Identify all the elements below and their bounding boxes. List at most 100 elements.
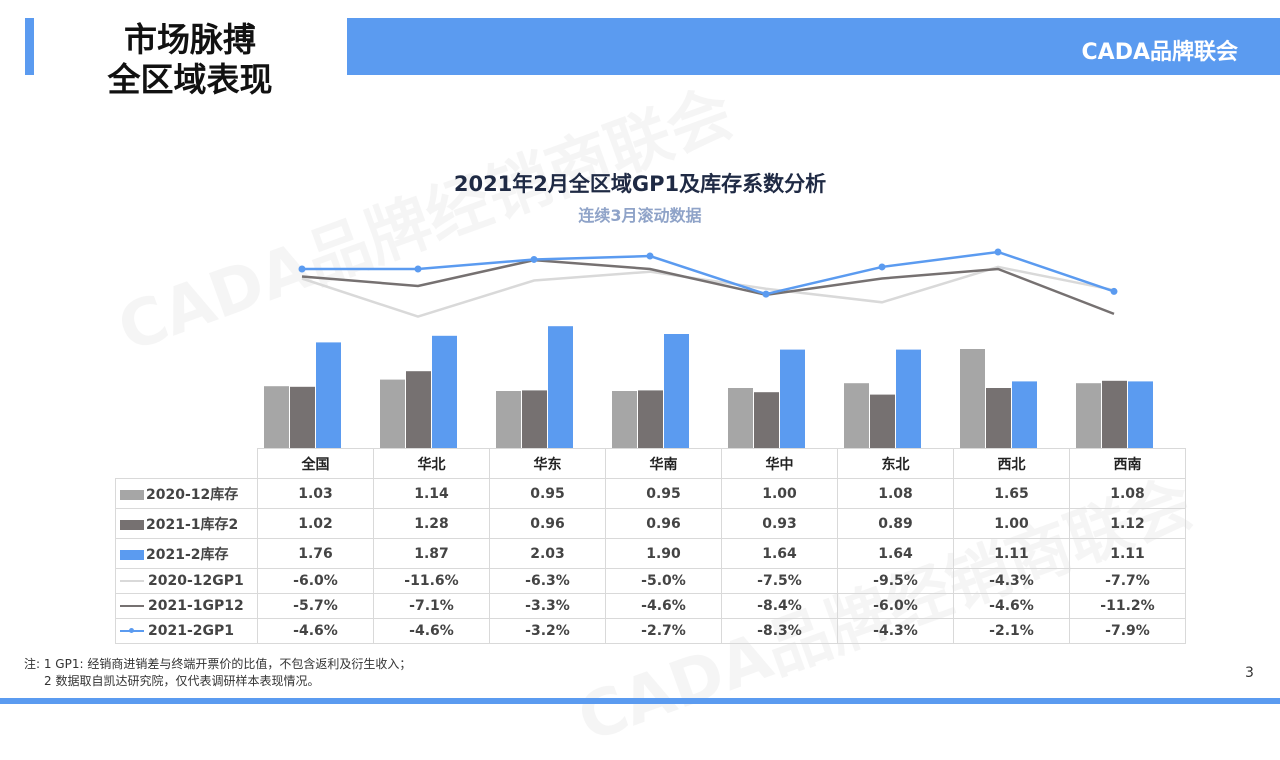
legend-swatch xyxy=(120,489,144,500)
table-row: 2021-1库存2 1.02 1.28 0.96 0.96 0.93 0.89 1.00 1.1… xyxy=(115,508,1186,539)
series-name: 2020-12GP1 xyxy=(148,573,244,589)
table-cell: 0.96 xyxy=(605,508,722,539)
table-cell: -5.0% xyxy=(605,568,722,594)
table-cell: 1.11 xyxy=(1069,538,1186,569)
table-cell: -3.3% xyxy=(489,593,606,619)
table-cell: -2.7% xyxy=(605,618,722,644)
bar-2021-2库存 xyxy=(548,326,573,448)
header-banner: CADA品牌联会 xyxy=(347,18,1280,75)
table-cell: -7.1% xyxy=(373,593,490,619)
bar-2021-1库存2 xyxy=(1102,380,1127,448)
series-label: 2020-12GP1 xyxy=(115,568,258,594)
table-cell: 1.08 xyxy=(1069,478,1186,509)
series-name: 2021-2GP1 xyxy=(148,623,235,639)
table-cell: 0.89 xyxy=(837,508,954,539)
bar-2020-12库存 xyxy=(960,349,985,448)
table-cell: 2.03 xyxy=(489,538,606,569)
bar-2021-2库存 xyxy=(1012,381,1037,448)
series-label: 2021-2GP1 xyxy=(115,618,258,644)
table-cell: -11.6% xyxy=(373,568,490,594)
table-cell: 1.12 xyxy=(1069,508,1186,539)
bar-2020-12库存 xyxy=(844,383,869,448)
line-point xyxy=(994,248,1002,256)
table-cell: -6.0% xyxy=(257,568,374,594)
legend-line xyxy=(120,580,144,582)
line-point xyxy=(646,252,654,260)
bar-2021-2库存 xyxy=(432,335,457,448)
table-cell: 0.95 xyxy=(605,478,722,509)
legend-line xyxy=(120,605,144,607)
bar-2021-2库存 xyxy=(316,342,341,448)
bottom-bar xyxy=(0,698,1280,704)
table-cell: 0.96 xyxy=(489,508,606,539)
series-label: 2021-2库存 xyxy=(115,538,258,569)
table-cell: -4.6% xyxy=(953,593,1070,619)
table-cell: -9.5% xyxy=(837,568,954,594)
bar-2020-12库存 xyxy=(496,391,521,448)
brand-label: CADA品牌联会 xyxy=(1081,40,1238,65)
table-cell: -7.5% xyxy=(721,568,838,594)
series-name: 2021-2库存 xyxy=(146,546,229,563)
bar-2020-12库存 xyxy=(612,391,637,448)
chart-title: 2021年2月全区域GP1及库存系数分析 xyxy=(453,172,827,196)
table-cell: 1.14 xyxy=(373,478,490,509)
series-label: 2020-12库存 xyxy=(115,478,258,509)
table-cell: 0.95 xyxy=(489,478,606,509)
footnote: 注: 1 GP1: 经销商进销差与终端开票价的比值，不包含返利及衍生收入； 2 … xyxy=(24,656,411,690)
series-label: 2021-1库存2 xyxy=(115,508,258,539)
table-cell: -8.3% xyxy=(721,618,838,644)
line-point xyxy=(878,263,886,271)
table-cell: -6.3% xyxy=(489,568,606,594)
table-row: 2021-2GP1 -4.6% -4.6% -3.2% -2.7% -8.3% -4.3% -… xyxy=(115,618,1186,644)
table-corner xyxy=(115,448,258,479)
series-name: 2020-12库存 xyxy=(146,486,239,503)
table-cell: 1.87 xyxy=(373,538,490,569)
title-line-1: 市场脉搏 xyxy=(124,20,256,59)
table-row: 2020-12GP1 -6.0% -11.6% -6.3% -5.0% -7.5% -9.5… xyxy=(115,568,1186,594)
column-header: 西北 xyxy=(953,448,1070,479)
bar-2020-12库存 xyxy=(264,386,289,448)
table-cell: -4.6% xyxy=(605,593,722,619)
bar-2021-1库存2 xyxy=(522,390,547,448)
line-point xyxy=(762,290,770,298)
series-name: 2021-1GP12 xyxy=(148,598,244,614)
table-cell: 1.02 xyxy=(257,508,374,539)
column-header: 华北 xyxy=(373,448,490,479)
legend-swatch xyxy=(120,519,144,530)
table-cell: -7.9% xyxy=(1069,618,1186,644)
table-cell: 1.64 xyxy=(721,538,838,569)
column-header: 华南 xyxy=(605,448,722,479)
table-cell: 1.00 xyxy=(721,478,838,509)
data-table: 全国 华北 华东 华南 华中 东北 西北 西南 2020-12库存 1.03 1.14 0.95 0.9… xyxy=(115,448,1186,644)
legend-line xyxy=(120,628,144,633)
chart-subtitle: 连续3月滚动数据 xyxy=(578,206,702,225)
bar-2021-1库存2 xyxy=(986,388,1011,448)
accent-bar xyxy=(25,18,34,75)
bar-2020-12库存 xyxy=(380,379,405,448)
column-header: 西南 xyxy=(1069,448,1186,479)
table-cell: -4.6% xyxy=(257,618,374,644)
table-cell: 1.64 xyxy=(837,538,954,569)
table-cell: -7.7% xyxy=(1069,568,1186,594)
table-cell: 1.28 xyxy=(373,508,490,539)
line-2021-2GP1 xyxy=(302,250,1115,296)
series-name: 2021-1库存2 xyxy=(146,516,239,533)
page-title: 市场脉搏 全区域表现 xyxy=(60,20,320,100)
column-header: 全国 xyxy=(257,448,374,479)
line-point xyxy=(1110,287,1118,295)
column-header: 华东 xyxy=(489,448,606,479)
bar-2021-1库存2 xyxy=(870,394,895,448)
line-point xyxy=(414,265,422,273)
bar-2021-1库存2 xyxy=(754,392,779,448)
bar-2020-12库存 xyxy=(728,388,753,448)
table-cell: 1.11 xyxy=(953,538,1070,569)
table-cell: 0.93 xyxy=(721,508,838,539)
bar-2021-2库存 xyxy=(1128,381,1153,448)
table-cell: -8.4% xyxy=(721,593,838,619)
line-point xyxy=(298,265,306,273)
column-header: 东北 xyxy=(837,448,954,479)
bar-2021-2库存 xyxy=(896,349,921,448)
table-row: 2020-12库存 1.03 1.14 0.95 0.95 1.00 1.08 1.65 1.0… xyxy=(115,478,1186,509)
series-label: 2021-1GP12 xyxy=(115,593,258,619)
table-row: 2021-1GP12 -5.7% -7.1% -3.3% -4.6% -8.4% -6.0%… xyxy=(115,593,1186,619)
